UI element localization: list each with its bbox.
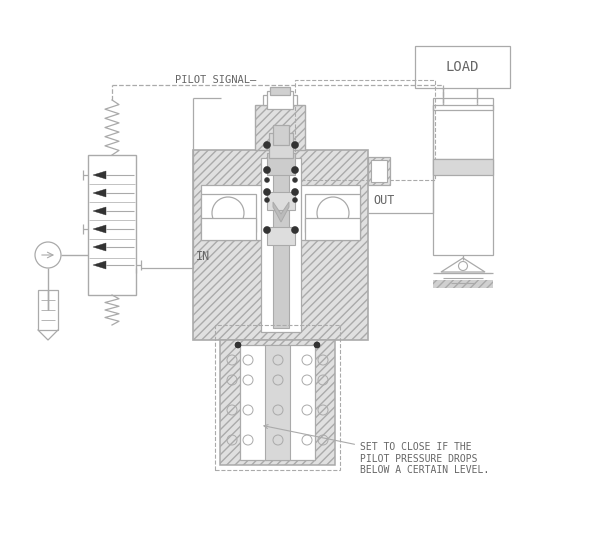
- Bar: [270, 87, 290, 95]
- Circle shape: [292, 141, 299, 148]
- Bar: [267, 227, 295, 245]
- Polygon shape: [93, 243, 106, 251]
- Circle shape: [314, 342, 320, 348]
- Text: LOAD: LOAD: [446, 60, 479, 74]
- Bar: [201, 194, 256, 232]
- Circle shape: [292, 189, 299, 195]
- Bar: [273, 125, 289, 145]
- Bar: [415, 46, 510, 88]
- Bar: [267, 192, 295, 210]
- Text: OUT: OUT: [373, 195, 394, 207]
- Polygon shape: [93, 171, 106, 179]
- Text: PT: PT: [371, 168, 385, 182]
- Circle shape: [265, 178, 269, 183]
- Circle shape: [235, 342, 241, 348]
- Bar: [295, 80, 435, 180]
- Text: PILOT SIGNAL—: PILOT SIGNAL—: [175, 75, 256, 85]
- Polygon shape: [93, 189, 106, 197]
- Circle shape: [263, 227, 271, 234]
- Bar: [38, 290, 58, 330]
- Text: SET TO CLOSE IF THE
PILOT PRESSURE DROPS
BELOW A CERTAIN LEVEL.: SET TO CLOSE IF THE PILOT PRESSURE DROPS…: [264, 425, 489, 475]
- Circle shape: [292, 227, 299, 234]
- Bar: [265, 345, 290, 460]
- Bar: [240, 345, 315, 460]
- Bar: [263, 95, 297, 105]
- Circle shape: [314, 342, 320, 348]
- Circle shape: [263, 189, 271, 195]
- Circle shape: [292, 167, 299, 173]
- Bar: [255, 105, 305, 150]
- Bar: [433, 159, 493, 175]
- Polygon shape: [273, 202, 289, 222]
- Bar: [220, 340, 335, 465]
- Bar: [433, 98, 493, 110]
- Polygon shape: [93, 225, 106, 233]
- Bar: [215, 325, 340, 470]
- Bar: [433, 105, 493, 255]
- Bar: [269, 133, 293, 158]
- Bar: [193, 150, 368, 340]
- Polygon shape: [93, 207, 106, 215]
- Bar: [305, 194, 360, 232]
- Bar: [201, 185, 360, 240]
- Bar: [368, 157, 390, 185]
- Text: IN: IN: [196, 250, 210, 262]
- Circle shape: [263, 167, 271, 173]
- Bar: [273, 162, 289, 328]
- Bar: [88, 155, 136, 295]
- Bar: [433, 280, 493, 288]
- Circle shape: [293, 197, 298, 202]
- Bar: [267, 153, 295, 175]
- Polygon shape: [93, 261, 106, 269]
- Bar: [305, 218, 360, 240]
- Bar: [267, 91, 293, 109]
- Circle shape: [293, 178, 298, 183]
- Circle shape: [235, 342, 241, 348]
- Circle shape: [263, 141, 271, 148]
- Bar: [371, 160, 387, 182]
- Bar: [201, 218, 256, 240]
- Bar: [261, 158, 301, 332]
- Circle shape: [265, 197, 269, 202]
